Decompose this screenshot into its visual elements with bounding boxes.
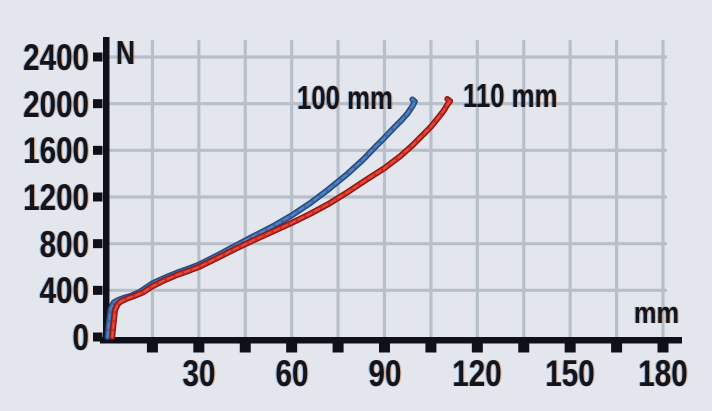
x-tick-mark <box>193 343 205 353</box>
x-axis-line <box>100 337 682 344</box>
x-tick-mark <box>518 343 530 353</box>
x-tick-mark <box>564 343 576 353</box>
x-tick-mark <box>425 343 437 353</box>
y-tick-label-2400: 2400 <box>23 37 90 78</box>
x-tick-label-180: 180 <box>638 353 688 394</box>
series-label-110mm: 110 mm <box>463 77 558 114</box>
x-tick-label-120: 120 <box>452 353 503 394</box>
x-axis-unit-label: mm <box>633 295 679 330</box>
x-tick-mark <box>611 343 623 353</box>
y-tick-label-1200: 1200 <box>23 177 90 218</box>
y-tick-mark <box>93 52 103 62</box>
series-curve-110-mm <box>110 97 452 339</box>
x-tick-label-60: 60 <box>275 353 309 394</box>
series-curve-110-mm-edge <box>109 96 454 340</box>
x-tick-mark <box>379 343 390 353</box>
x-tick-label-150: 150 <box>545 353 595 394</box>
y-axis-unit-label: N <box>116 34 136 71</box>
y-tick-label-2000: 2000 <box>23 83 90 125</box>
y-tick-mark <box>93 145 103 155</box>
y-tick-label-400: 400 <box>39 270 89 312</box>
y-tick-label-1600: 1600 <box>23 130 90 172</box>
x-tick-mark <box>146 343 158 353</box>
series-label-100mm: 100 mm <box>297 79 393 116</box>
x-tick-mark <box>471 343 483 353</box>
series-curve-110-mm-texture <box>111 98 452 338</box>
y-tick-label-800: 800 <box>39 223 89 265</box>
y-tick-label-0: 0 <box>72 317 89 358</box>
y-tick-mark <box>93 192 103 202</box>
x-tick-mark <box>657 343 669 353</box>
y-axis-line <box>103 37 110 344</box>
x-tick-label-30: 30 <box>182 353 216 394</box>
x-tick-mark <box>239 343 251 353</box>
x-tick-label-90: 90 <box>368 353 401 394</box>
y-tick-mark <box>93 99 103 109</box>
y-tick-mark <box>93 239 103 249</box>
x-tick-mark <box>332 343 344 353</box>
y-tick-mark <box>93 332 103 342</box>
y-tick-mark <box>93 285 103 295</box>
x-tick-mark <box>286 343 298 353</box>
